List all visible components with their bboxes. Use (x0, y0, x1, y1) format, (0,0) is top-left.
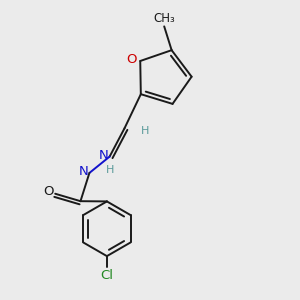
Text: N: N (79, 165, 88, 178)
Text: H: H (140, 126, 149, 136)
Text: O: O (127, 53, 137, 66)
Text: CH₃: CH₃ (153, 12, 175, 25)
Text: H: H (105, 165, 114, 175)
Text: O: O (44, 185, 54, 198)
Text: Cl: Cl (100, 269, 113, 282)
Text: N: N (99, 149, 109, 162)
